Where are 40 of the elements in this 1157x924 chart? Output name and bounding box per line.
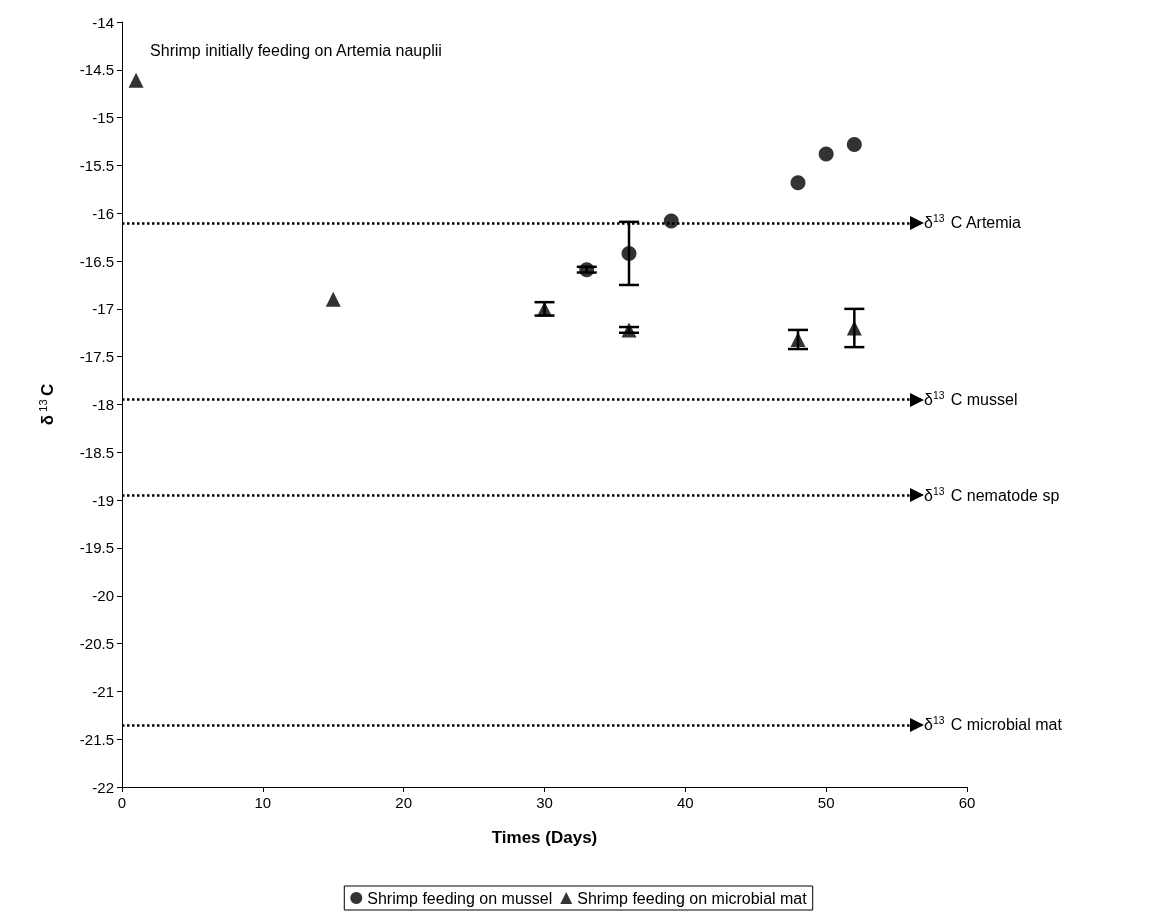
legend-label: Shrimp feeding on microbial mat <box>577 889 808 907</box>
x-tick-label: 60 <box>958 794 976 811</box>
y-tick-label: -14 <box>92 13 114 31</box>
y-tick-label: -21.5 <box>79 730 114 748</box>
y-tick-label: -16.5 <box>79 252 114 270</box>
point <box>846 320 862 336</box>
point <box>818 146 834 162</box>
point <box>846 136 862 152</box>
point <box>663 213 679 229</box>
y-tick-label: -14.5 <box>79 61 114 79</box>
point <box>128 72 144 88</box>
point <box>537 301 552 317</box>
x-axis-title: Times (Days) <box>491 828 598 847</box>
y-tick-label: -18 <box>92 396 114 413</box>
x-tick-label: 30 <box>536 794 553 811</box>
legend-label: Shrimp feeding on mussel <box>367 889 553 907</box>
y-tick-label: -16 <box>92 204 114 222</box>
annotation: Shrimp initially feeding on Artemia nauplii <box>150 41 442 59</box>
point <box>579 262 595 278</box>
x-tick-label: 40 <box>676 794 694 811</box>
point <box>621 245 637 261</box>
y-axis-title: δ13C <box>37 383 57 426</box>
y-tick-label: -15.5 <box>79 156 114 174</box>
y-tick-label: -19.5 <box>79 539 114 557</box>
x-tick-label: 50 <box>817 794 835 811</box>
point <box>790 175 806 191</box>
x-tick-label: 20 <box>395 794 413 811</box>
y-tick-label: -17.5 <box>79 348 114 366</box>
y-tick-label: -18.5 <box>79 443 114 461</box>
x-tick-label: 10 <box>254 794 272 811</box>
y-tick-label: -20.5 <box>79 635 114 653</box>
x-tick-label: 0 <box>117 794 127 811</box>
y-tick-label: -15 <box>92 109 114 127</box>
y-tick-label: -21 <box>92 682 114 700</box>
point <box>325 291 341 307</box>
y-tick-label: -20 <box>92 587 114 605</box>
y-tick-label: -17 <box>92 300 114 318</box>
y-tick-label: -19 <box>92 491 114 509</box>
y-tick-label: -22 <box>92 778 114 796</box>
point <box>621 322 637 338</box>
